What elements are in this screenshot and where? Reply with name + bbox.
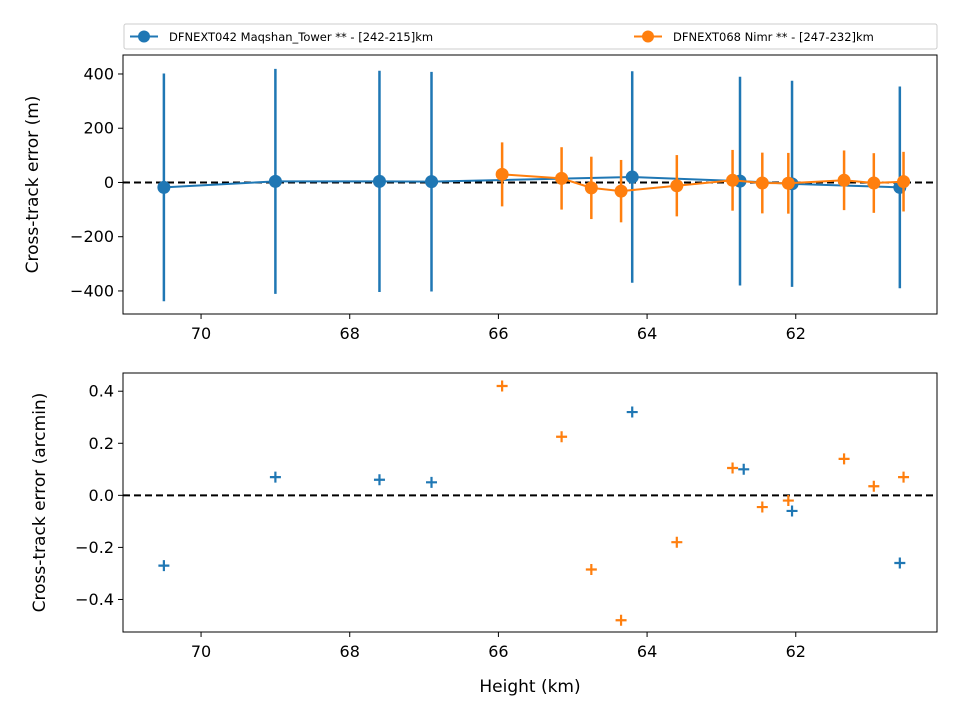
bottom-series-b-point bbox=[838, 453, 850, 465]
bottom-series-b-point bbox=[868, 480, 880, 492]
bottom-series-a-point bbox=[894, 557, 906, 569]
bottom-series-a-point bbox=[373, 474, 385, 486]
top-panel: 70 68 66 64 62 −400 −200 0 200 400 Cross-track e… bbox=[23, 54, 938, 343]
bottom-y-tick-label: −0.4 bbox=[75, 590, 114, 609]
legend-entry-b-marker bbox=[642, 30, 654, 43]
bottom-x-tick-label: 70 bbox=[191, 642, 211, 661]
bottom-series-b-point bbox=[615, 614, 627, 626]
top-x-tick-label: 64 bbox=[637, 324, 657, 343]
bottom-series-a-point bbox=[738, 463, 750, 475]
bottom-x-tick-label: 66 bbox=[488, 642, 508, 661]
top-series-b-point bbox=[555, 171, 569, 185]
bottom-series-b-point bbox=[898, 471, 910, 483]
bottom-x-tick-label: 62 bbox=[786, 642, 806, 661]
top-series-b-point bbox=[781, 176, 795, 190]
top-series-a-point bbox=[425, 175, 439, 189]
top-series-b-point bbox=[755, 176, 769, 190]
top-series-b-point bbox=[867, 176, 881, 190]
top-series-b-point bbox=[495, 167, 509, 181]
bottom-series-b-point bbox=[585, 564, 597, 576]
top-series-b bbox=[495, 142, 911, 223]
bottom-series-b-point bbox=[556, 431, 568, 443]
top-y-tick-label: −400 bbox=[70, 281, 114, 300]
legend-entry-b-label: DFNEXT068 Nimr ** - [247-232]km bbox=[673, 30, 874, 44]
bottom-plot-area bbox=[123, 380, 937, 626]
bottom-series-b-point bbox=[782, 495, 794, 507]
bottom-panel: 70 68 66 64 62 −0.4 −0.2 0.0 0.2 0.4 Cross-track… bbox=[30, 372, 938, 697]
legend-entry-a-marker bbox=[138, 30, 150, 43]
top-y-ticks: −400 −200 0 200 400 bbox=[70, 64, 123, 300]
bottom-x-tick-label: 68 bbox=[340, 642, 360, 661]
bottom-y-tick-label: 0.2 bbox=[89, 434, 114, 453]
top-series-a-point bbox=[268, 174, 282, 188]
top-x-ticks: 70 68 66 64 62 bbox=[191, 314, 806, 343]
bottom-series-a-point bbox=[269, 471, 281, 483]
legend-frame bbox=[123, 23, 938, 50]
top-x-tick-label: 70 bbox=[191, 324, 211, 343]
top-plot-area bbox=[123, 68, 937, 302]
top-series-b-point bbox=[897, 175, 911, 189]
legend-entry-a-label: DFNEXT042 Maqshan_Tower ** - [242-215]km bbox=[169, 30, 433, 44]
bottom-x-ticks: 70 68 66 64 62 bbox=[191, 632, 806, 661]
top-x-tick-label: 62 bbox=[786, 324, 806, 343]
bottom-x-tick-label: 64 bbox=[637, 642, 657, 661]
top-y-tick-label: 200 bbox=[83, 119, 114, 138]
bottom-axes-frame bbox=[122, 372, 938, 633]
top-x-tick-label: 66 bbox=[488, 324, 508, 343]
bottom-series-b-point bbox=[671, 536, 683, 548]
top-series-b-point bbox=[670, 179, 684, 193]
legend-entry-a: DFNEXT042 Maqshan_Tower ** - [242-215]km bbox=[130, 30, 433, 44]
legend-entry-b: DFNEXT068 Nimr ** - [247-232]km bbox=[634, 30, 874, 44]
top-series-b-point bbox=[837, 173, 851, 187]
bottom-series-a bbox=[158, 406, 906, 572]
bottom-series-a-point bbox=[158, 560, 170, 572]
top-series-a-point bbox=[157, 180, 171, 194]
bottom-y-ticks: −0.4 −0.2 0.0 0.2 0.4 bbox=[75, 382, 123, 609]
top-series-b-point bbox=[726, 173, 740, 187]
bottom-y-tick-label: 0.0 bbox=[89, 486, 114, 505]
bottom-series-b bbox=[496, 380, 910, 626]
bottom-x-axis-label: Height (km) bbox=[479, 677, 580, 697]
top-axes-frame bbox=[122, 54, 938, 315]
bottom-series-a-point bbox=[426, 476, 438, 488]
bottom-series-a-point bbox=[786, 505, 798, 517]
bottom-series-b-point bbox=[756, 501, 768, 513]
bottom-y-tick-label: −0.2 bbox=[75, 538, 114, 557]
top-series-b-point bbox=[614, 184, 628, 198]
top-series-a-point bbox=[625, 170, 639, 184]
top-y-tick-label: 0 bbox=[104, 173, 114, 192]
legend: DFNEXT042 Maqshan_Tower ** - [242-215]km… bbox=[123, 23, 938, 50]
bottom-series-b-point bbox=[496, 380, 508, 392]
bottom-y-axis-label: Cross-track error (arcmin) bbox=[30, 393, 50, 613]
top-x-tick-label: 68 bbox=[340, 324, 360, 343]
top-y-tick-label: 400 bbox=[83, 64, 114, 83]
top-series-a-point bbox=[372, 174, 386, 188]
bottom-series-b-point bbox=[727, 462, 739, 474]
top-series-b-point bbox=[584, 181, 598, 195]
bottom-series-a-point bbox=[626, 406, 638, 418]
bottom-y-tick-label: 0.4 bbox=[89, 382, 114, 401]
top-y-tick-label: −200 bbox=[70, 227, 114, 246]
top-y-axis-label: Cross-track error (m) bbox=[23, 96, 43, 274]
